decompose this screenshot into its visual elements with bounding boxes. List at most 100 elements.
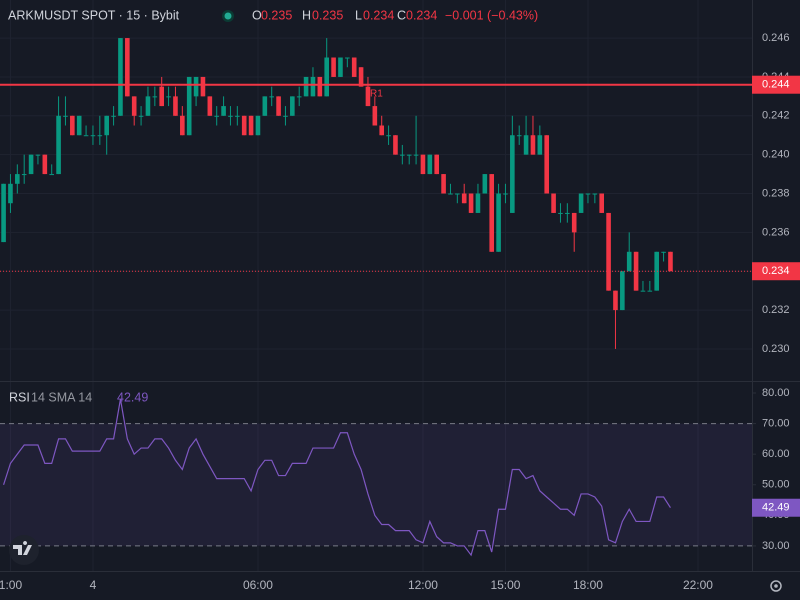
candle-body [70,115,75,136]
candle-body [551,193,556,213]
candle-body [248,115,254,136]
candle-body [324,57,330,97]
rsi-value: 42.49 [117,390,148,404]
candle-body [427,154,433,175]
candle-body [21,174,27,176]
candle-body [152,96,158,98]
candle-body [386,135,391,137]
rsi-value-bg [752,498,800,517]
symbol: ARKMUSDT SPOT · 15 · Bybit [8,8,180,22]
candle-body [276,96,281,116]
change: −0.001 (−0.43%) [445,8,538,22]
candle-body [489,174,495,252]
candle-body [111,115,116,117]
y-tick-label: 0.230 [762,343,790,355]
candle-body [331,57,336,77]
rsi-band-fill [0,423,752,546]
candle-body [351,57,357,77]
rsi-tick-label: 80.00 [762,387,790,399]
candle-body [365,86,371,107]
candle-body [358,67,364,87]
candle-body [118,38,123,116]
candle-body [640,290,646,292]
candle-body [661,251,666,253]
candle-body [8,183,13,204]
logo-bg [9,535,39,565]
y-tick-label: 0.242 [762,110,790,122]
tv-logo [9,535,39,565]
candle-body [241,115,247,136]
candle-body [42,154,48,175]
candle-body [200,76,206,97]
candle-body [76,115,82,136]
candle-body [406,154,412,156]
candle-body [530,135,536,155]
candle-body [496,193,501,252]
candle-body [400,154,405,156]
candle-body [303,76,309,97]
candle-body [255,115,261,136]
rsi-line [3,399,671,557]
candle-body [434,154,440,175]
candle-body [599,193,605,213]
candle-body [90,135,96,137]
candle-body [207,96,213,116]
candle-body [131,96,137,116]
candle-body [592,193,598,195]
candle-body [125,38,130,97]
candle-body [56,115,61,175]
y-tick-label: 0.240 [762,149,790,161]
y-tick-label: 0.232 [762,304,790,316]
current-price-label: 0.234 [762,265,790,277]
close-label: C [397,8,406,22]
gear[interactable] [770,580,782,592]
candle-body [585,193,591,195]
high-label: H [302,8,311,22]
x-tick-label: 15:00 [490,578,520,592]
candle-body [214,115,220,117]
candle-body [345,57,350,59]
x-tick-label: 1:00 [0,578,22,592]
header: ARKMUSDT SPOT · 15 · Bybit O 0.235 H 0.2… [8,8,538,22]
price-pane: R1 [0,38,752,349]
resistance-label: 0.244 [762,79,790,91]
candle-body [15,174,20,184]
candle-body [235,115,240,117]
candle-body [613,290,618,311]
candle-body [626,251,632,272]
x-tick-label: 06:00 [243,578,273,592]
candle-body [413,154,419,156]
rsi-pane [0,399,752,557]
candle-body [166,96,171,98]
candle-body [461,193,467,204]
candle-body [578,193,584,213]
candle-body [290,96,295,116]
settings-icon[interactable] [770,580,782,592]
candle-body [503,193,508,195]
gear-center [774,584,778,588]
y-tick-label: 0.246 [762,32,790,44]
candle-body [537,135,543,155]
candle-body [620,271,625,311]
candle-body [379,125,385,136]
x-tick-label: 22:00 [683,578,713,592]
candle-body [173,96,178,116]
candle-body [475,193,481,213]
candle-body [420,154,426,175]
resistance-label-bg [752,75,800,94]
candle-body [145,96,151,116]
candle-body [338,57,343,77]
candle-body [63,115,68,117]
open-value: 0.235 [261,8,292,22]
candle-body [228,115,233,117]
candle-body [83,135,89,137]
x-tick-label: 12:00 [408,578,438,592]
candle-body [35,154,41,156]
low-label: L [355,8,362,22]
candle-body [49,174,55,176]
y-tick-label: 0.236 [762,226,790,238]
rsi-tick-label: 50.00 [762,479,790,491]
rsi-params: 14 SMA 14 [31,390,92,404]
logo [13,541,32,555]
candle-body [647,290,653,292]
